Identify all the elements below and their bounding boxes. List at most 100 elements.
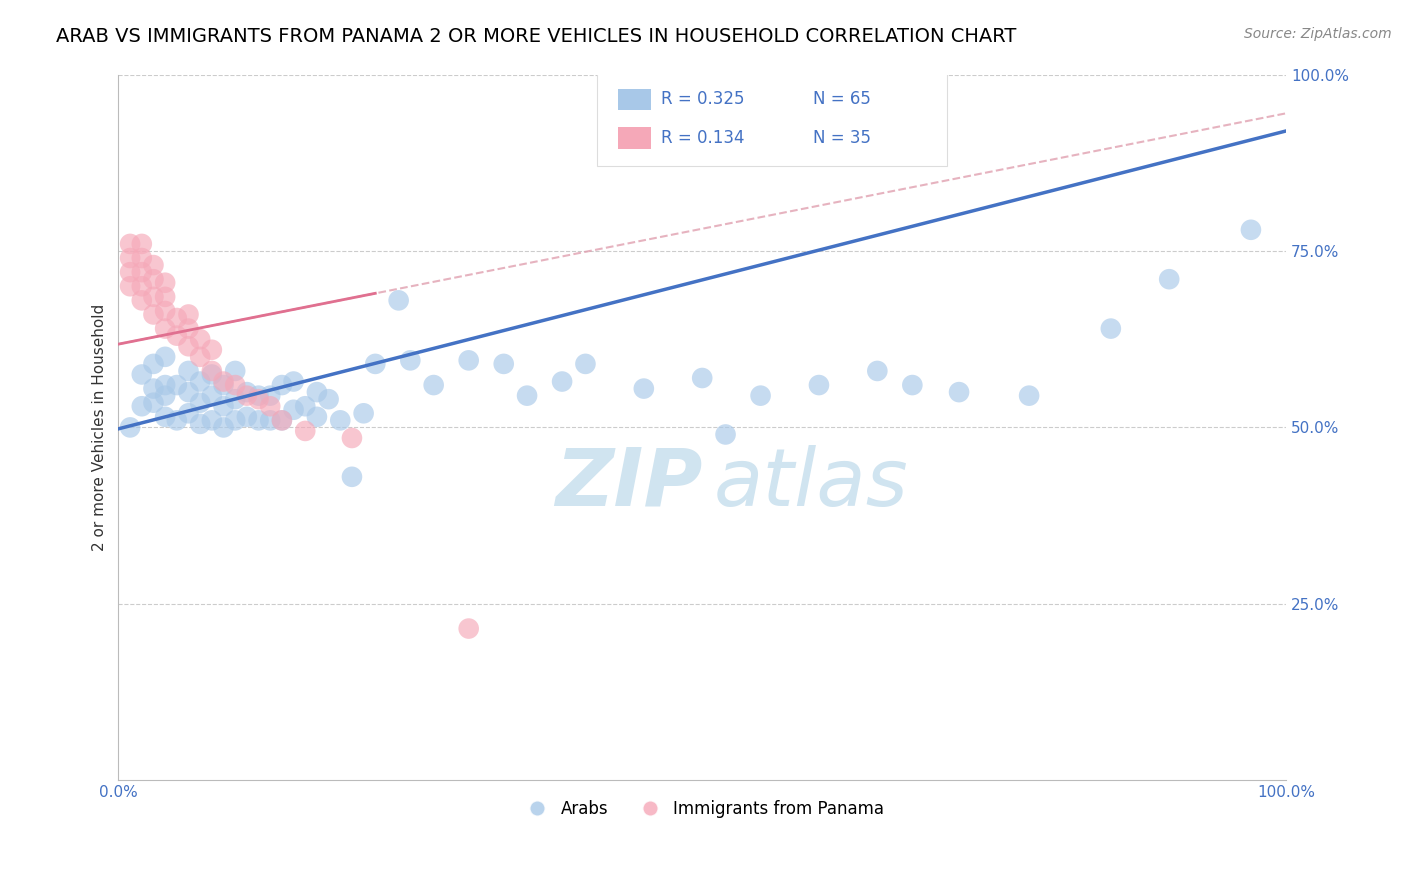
Text: R = 0.134: R = 0.134 [661,129,745,147]
Point [177,308,200,322]
Point [153,290,176,304]
Point [259,413,281,427]
Point [188,417,211,431]
Text: N = 35: N = 35 [813,129,872,147]
FancyBboxPatch shape [619,128,651,149]
Text: R = 0.325: R = 0.325 [661,90,745,108]
Point [294,399,316,413]
Point [177,321,200,335]
Point [236,385,259,400]
Point [340,431,363,445]
Point [188,375,211,389]
Point [948,385,970,400]
Point [364,357,387,371]
Y-axis label: 2 or more Vehicles in Household: 2 or more Vehicles in Household [93,304,107,551]
Point [177,339,200,353]
Point [212,375,235,389]
Point [247,413,270,427]
Point [224,378,246,392]
Point [294,424,316,438]
Point [142,395,165,409]
Point [120,251,142,265]
Text: ARAB VS IMMIGRANTS FROM PANAMA 2 OR MORE VEHICLES IN HOUSEHOLD CORRELATION CHART: ARAB VS IMMIGRANTS FROM PANAMA 2 OR MORE… [56,27,1017,45]
Point [270,413,292,427]
Point [142,382,165,396]
Point [142,258,165,272]
Point [166,328,188,343]
Legend: Arabs, Immigrants from Panama: Arabs, Immigrants from Panama [513,794,890,825]
Point [201,389,224,403]
Point [177,364,200,378]
Point [422,378,444,392]
Point [201,413,224,427]
Point [153,378,176,392]
Point [153,276,176,290]
Point [188,332,211,346]
Point [259,389,281,403]
Point [142,290,165,304]
Point [142,272,165,286]
Point [866,364,889,378]
Point [177,385,200,400]
Point [574,357,596,371]
Point [283,375,305,389]
Point [305,409,328,424]
Point [153,350,176,364]
Text: Source: ZipAtlas.com: Source: ZipAtlas.com [1244,27,1392,41]
Point [236,409,259,424]
Point [153,321,176,335]
Point [188,350,211,364]
Point [353,406,375,420]
FancyBboxPatch shape [619,88,651,110]
Point [340,470,363,484]
Text: atlas: atlas [714,445,908,523]
Point [131,293,153,308]
Point [224,392,246,407]
Point [270,413,292,427]
Point [236,389,259,403]
Point [142,357,165,371]
Point [318,392,340,407]
Point [1159,272,1181,286]
Point [201,364,224,378]
Point [177,406,200,420]
Point [259,399,281,413]
Point [120,265,142,279]
Point [201,343,224,357]
Point [388,293,411,308]
Point [551,375,574,389]
Point [224,413,246,427]
Point [153,409,176,424]
Point [212,378,235,392]
Point [120,420,142,434]
Point [492,357,515,371]
Point [212,420,235,434]
Point [166,311,188,326]
Point [131,236,153,251]
Point [131,279,153,293]
Point [166,378,188,392]
Point [457,353,479,368]
Point [329,413,352,427]
Point [131,251,153,265]
Point [166,413,188,427]
Point [131,399,153,413]
Text: ZIP: ZIP [555,445,702,523]
Point [270,378,292,392]
Point [305,385,328,400]
Point [690,371,713,385]
Point [399,353,422,368]
Point [201,368,224,382]
Point [247,389,270,403]
Point [901,378,924,392]
Point [131,265,153,279]
Point [131,368,153,382]
Point [516,389,538,403]
Point [714,427,737,442]
Point [633,382,655,396]
Point [120,279,142,293]
Point [153,304,176,318]
Text: N = 65: N = 65 [813,90,870,108]
Point [188,395,211,409]
Point [224,364,246,378]
